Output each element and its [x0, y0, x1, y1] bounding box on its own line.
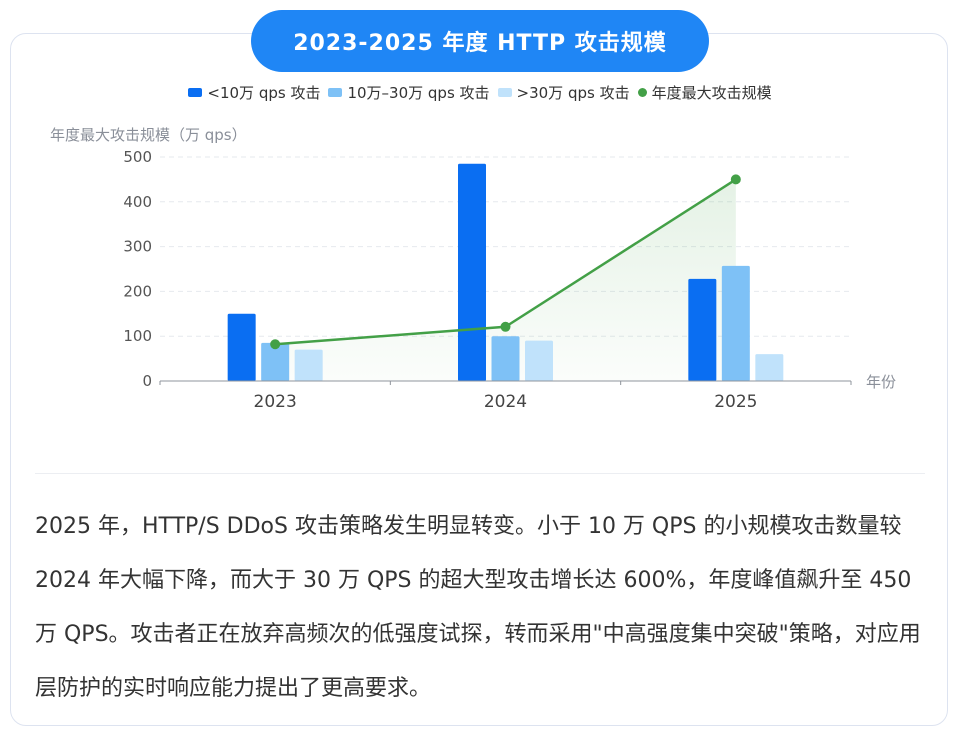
legend-item-peak[interactable]: 年度最大攻击规模 [637, 82, 772, 103]
bar-small[interactable] [227, 313, 256, 381]
y-tick-label: 0 [142, 372, 152, 390]
y-axis-title: 年度最大攻击规模（万 qps） [50, 126, 247, 144]
legend-dot-peak [637, 87, 647, 97]
chart-title: 2023-2025 年度 HTTP 攻击规模 [251, 10, 709, 72]
x-tick-label: 2024 [484, 392, 527, 412]
bar-small[interactable] [458, 163, 486, 381]
legend-item-large[interactable]: >30万 qps 攻击 [497, 82, 630, 103]
bar-medium[interactable] [261, 342, 290, 381]
section-divider [35, 473, 925, 474]
legend-label-medium: 10万–30万 qps 攻击 [347, 83, 490, 102]
y-tick-label: 200 [123, 282, 152, 300]
y-tick-label: 500 [123, 148, 152, 166]
legend-swatch-medium [328, 87, 343, 97]
y-tick-label: 300 [123, 238, 152, 256]
peak-point[interactable] [500, 321, 511, 332]
bar-large[interactable] [525, 340, 553, 381]
legend-item-medium[interactable]: 10万–30万 qps 攻击 [328, 82, 490, 103]
bar-medium[interactable] [491, 336, 520, 381]
legend-swatch-large [497, 87, 512, 97]
legend-label-large: >30万 qps 攻击 [516, 83, 630, 102]
x-tick-label: 2023 [254, 392, 297, 412]
legend-swatch-small [188, 87, 203, 97]
chart-legend: <10万 qps 攻击 10万–30万 qps 攻击 >30万 qps 攻击 年… [0, 80, 960, 104]
y-tick-label: 400 [123, 193, 152, 211]
x-tick-label: 2025 [714, 392, 757, 412]
x-axis-title: 年份 [866, 373, 896, 391]
legend-label-small: <10万 qps 攻击 [207, 83, 321, 102]
chart-plot: 0 100 200 300 400 500 2023 2024 2025 年份 [123, 148, 896, 412]
peak-point[interactable] [270, 339, 281, 350]
description-text: 2025 年，HTTP/S DDoS 攻击策略发生明显转变。小于 10 万 QP… [35, 514, 921, 701]
bar-medium[interactable] [721, 265, 750, 381]
legend-item-small[interactable]: <10万 qps 攻击 [188, 82, 320, 103]
y-tick-label: 100 [123, 327, 152, 345]
peak-point[interactable] [730, 174, 741, 185]
bar-large[interactable] [294, 349, 323, 381]
bar-large[interactable] [755, 354, 784, 381]
legend-label-peak: 年度最大攻击规模 [651, 83, 772, 102]
peak-area [275, 179, 736, 381]
bar-small[interactable] [688, 278, 717, 381]
